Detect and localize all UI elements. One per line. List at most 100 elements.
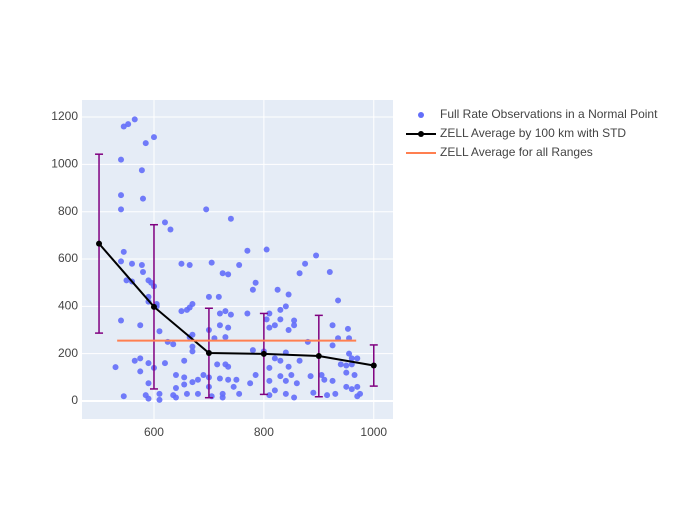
point	[343, 383, 350, 390]
point	[263, 246, 270, 253]
point	[291, 394, 298, 401]
point	[370, 362, 377, 369]
legend-label: ZELL Average for all Ranges	[440, 145, 593, 159]
y-tick-label: 800	[58, 204, 78, 218]
point	[249, 347, 256, 354]
point	[225, 324, 232, 331]
point	[329, 377, 336, 384]
point	[225, 271, 232, 278]
point	[145, 395, 152, 402]
point	[189, 348, 196, 355]
point	[172, 371, 179, 378]
x-tick-label: 600	[144, 425, 164, 439]
point	[263, 316, 270, 323]
point	[315, 353, 322, 360]
point	[307, 373, 314, 380]
y-tick-label: 600	[58, 251, 78, 265]
point	[120, 123, 127, 130]
point	[225, 363, 232, 370]
point	[189, 343, 196, 350]
point	[346, 350, 353, 357]
point	[216, 322, 223, 329]
point	[194, 376, 201, 383]
point	[252, 279, 259, 286]
point	[348, 386, 355, 393]
point	[216, 310, 223, 317]
point	[296, 357, 303, 364]
point	[326, 269, 333, 276]
point	[156, 396, 163, 403]
point	[150, 134, 157, 141]
point	[137, 368, 144, 375]
point	[186, 261, 193, 268]
point	[200, 371, 207, 378]
point	[118, 317, 125, 324]
point	[219, 270, 226, 277]
point	[313, 252, 320, 259]
point	[344, 325, 351, 332]
point	[335, 297, 342, 304]
point	[343, 362, 350, 369]
point	[137, 355, 144, 362]
point	[178, 260, 185, 267]
point	[348, 355, 355, 362]
point	[282, 377, 289, 384]
point	[285, 327, 292, 334]
point	[332, 390, 339, 397]
point	[194, 390, 201, 397]
point	[277, 316, 284, 323]
legend-label: Full Rate Observations in a Normal Point	[440, 107, 658, 121]
point	[203, 206, 210, 213]
point	[222, 308, 229, 315]
point	[167, 226, 174, 233]
point	[129, 260, 136, 267]
point	[150, 303, 157, 310]
point	[214, 361, 221, 368]
point	[291, 317, 298, 324]
point	[227, 311, 234, 318]
point	[329, 342, 336, 349]
y-tick-label: 200	[58, 346, 78, 360]
point	[291, 322, 298, 329]
point	[260, 350, 267, 357]
point	[205, 293, 212, 300]
point	[310, 389, 317, 396]
point	[282, 390, 289, 397]
legend-label: ZELL Average by 100 km with STD	[440, 126, 626, 140]
point	[189, 379, 196, 386]
point	[145, 380, 152, 387]
point	[285, 291, 292, 298]
point	[271, 355, 278, 362]
point	[225, 376, 232, 383]
point	[271, 322, 278, 329]
point	[343, 369, 350, 376]
point	[302, 260, 309, 267]
point	[236, 390, 243, 397]
legend-marker	[418, 131, 424, 137]
y-tick-label: 1200	[51, 109, 78, 123]
x-tick-label: 1000	[360, 425, 387, 439]
point	[181, 357, 188, 364]
point	[244, 310, 251, 317]
y-tick-label: 1000	[51, 157, 78, 171]
point	[112, 364, 119, 371]
point	[230, 383, 237, 390]
point	[277, 306, 284, 313]
point	[293, 380, 300, 387]
point	[354, 383, 361, 390]
point	[329, 322, 336, 329]
point	[183, 306, 190, 313]
point	[118, 206, 125, 213]
point	[131, 116, 138, 123]
point	[266, 392, 273, 399]
point	[123, 277, 130, 284]
point	[156, 390, 163, 397]
point	[181, 374, 188, 381]
point	[266, 377, 273, 384]
point	[181, 381, 188, 388]
y-tick-label: 400	[58, 299, 78, 313]
point	[216, 375, 223, 382]
point	[170, 341, 177, 348]
point	[142, 140, 149, 147]
